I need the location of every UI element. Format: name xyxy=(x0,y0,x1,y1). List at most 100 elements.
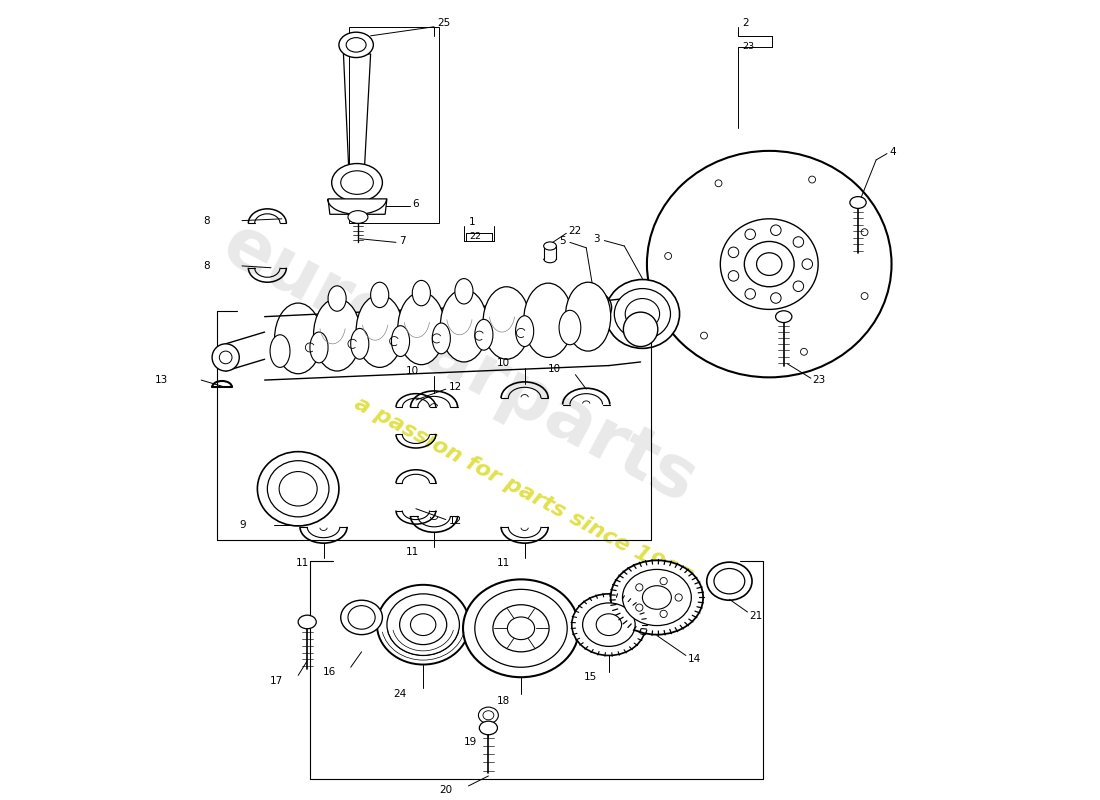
Text: 23: 23 xyxy=(742,42,755,51)
Ellipse shape xyxy=(714,569,745,594)
Ellipse shape xyxy=(432,323,450,354)
Polygon shape xyxy=(343,54,371,172)
Text: 10: 10 xyxy=(497,358,510,368)
Circle shape xyxy=(664,253,672,259)
Circle shape xyxy=(771,293,781,303)
Text: 19: 19 xyxy=(464,738,477,747)
Text: 23: 23 xyxy=(813,375,826,385)
Ellipse shape xyxy=(455,278,473,304)
Ellipse shape xyxy=(610,560,703,634)
Ellipse shape xyxy=(346,38,366,52)
Text: 22: 22 xyxy=(470,233,482,242)
Ellipse shape xyxy=(483,286,530,359)
Ellipse shape xyxy=(493,605,549,652)
Ellipse shape xyxy=(314,298,361,371)
Ellipse shape xyxy=(757,253,782,275)
Circle shape xyxy=(715,180,722,186)
Ellipse shape xyxy=(463,579,579,678)
Circle shape xyxy=(861,229,868,236)
Ellipse shape xyxy=(543,242,557,250)
Ellipse shape xyxy=(642,586,671,610)
Text: 1: 1 xyxy=(469,218,475,227)
Circle shape xyxy=(701,332,707,339)
Ellipse shape xyxy=(412,281,430,306)
Ellipse shape xyxy=(575,291,612,324)
Ellipse shape xyxy=(339,32,373,58)
Ellipse shape xyxy=(623,570,691,626)
Text: 21: 21 xyxy=(749,610,762,621)
Text: 2: 2 xyxy=(742,18,749,28)
Ellipse shape xyxy=(377,585,470,665)
Ellipse shape xyxy=(572,594,646,655)
Ellipse shape xyxy=(559,310,581,345)
Ellipse shape xyxy=(271,334,290,367)
Text: 25: 25 xyxy=(438,18,451,28)
Circle shape xyxy=(728,270,739,281)
Ellipse shape xyxy=(410,614,436,635)
Text: 10: 10 xyxy=(406,366,419,376)
Ellipse shape xyxy=(507,617,535,640)
Polygon shape xyxy=(328,199,387,214)
Text: 6: 6 xyxy=(412,199,419,210)
Text: a passion for parts since 1985: a passion for parts since 1985 xyxy=(351,393,695,588)
Text: 11: 11 xyxy=(296,558,309,568)
Ellipse shape xyxy=(582,297,605,318)
Ellipse shape xyxy=(398,292,444,365)
Text: 11: 11 xyxy=(406,547,419,557)
Text: 16: 16 xyxy=(323,666,337,677)
Circle shape xyxy=(745,289,756,299)
Text: 5: 5 xyxy=(559,235,565,246)
Circle shape xyxy=(808,176,815,183)
Ellipse shape xyxy=(257,452,339,526)
Circle shape xyxy=(745,229,756,239)
Circle shape xyxy=(793,237,804,247)
Text: 11: 11 xyxy=(497,558,510,568)
Ellipse shape xyxy=(478,707,498,723)
Text: 17: 17 xyxy=(270,676,283,686)
Ellipse shape xyxy=(625,298,660,330)
Ellipse shape xyxy=(341,170,373,194)
Ellipse shape xyxy=(267,461,329,517)
Ellipse shape xyxy=(614,289,671,339)
Circle shape xyxy=(675,594,682,601)
Ellipse shape xyxy=(387,594,460,655)
Circle shape xyxy=(636,604,642,611)
Text: 8: 8 xyxy=(204,216,210,226)
Ellipse shape xyxy=(351,329,369,359)
Circle shape xyxy=(219,351,232,364)
Ellipse shape xyxy=(440,290,487,362)
Ellipse shape xyxy=(706,562,752,600)
Ellipse shape xyxy=(356,295,404,367)
Text: 15: 15 xyxy=(584,672,597,682)
Text: 4: 4 xyxy=(890,146,896,157)
Ellipse shape xyxy=(624,312,658,346)
Ellipse shape xyxy=(310,332,328,363)
Ellipse shape xyxy=(647,151,891,378)
Ellipse shape xyxy=(596,614,622,635)
Text: 13: 13 xyxy=(154,375,167,385)
Circle shape xyxy=(660,610,668,618)
Ellipse shape xyxy=(279,471,317,506)
Ellipse shape xyxy=(371,282,388,307)
Ellipse shape xyxy=(850,197,866,208)
Ellipse shape xyxy=(399,605,447,645)
Ellipse shape xyxy=(341,600,383,634)
Ellipse shape xyxy=(605,279,680,348)
Circle shape xyxy=(636,584,642,591)
Ellipse shape xyxy=(516,316,534,346)
Ellipse shape xyxy=(348,210,367,223)
Ellipse shape xyxy=(583,603,635,646)
Circle shape xyxy=(801,348,807,355)
Circle shape xyxy=(793,281,804,291)
Circle shape xyxy=(861,293,868,299)
Text: 24: 24 xyxy=(394,689,407,698)
Ellipse shape xyxy=(328,286,346,311)
Ellipse shape xyxy=(212,344,240,371)
Ellipse shape xyxy=(745,242,794,286)
Ellipse shape xyxy=(298,615,317,629)
Text: 8: 8 xyxy=(204,261,210,271)
Ellipse shape xyxy=(483,710,494,720)
Text: 3: 3 xyxy=(594,234,601,244)
Ellipse shape xyxy=(720,219,818,310)
Text: 20: 20 xyxy=(439,785,452,794)
